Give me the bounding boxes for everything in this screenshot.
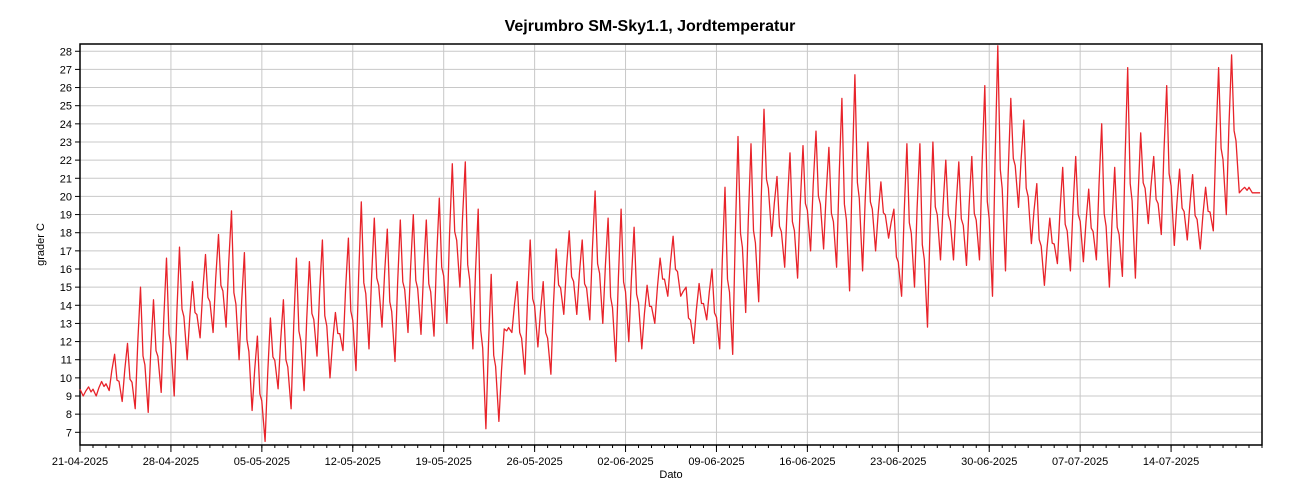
axis-ticks: 7 8 9 10 11 12 13 14 15 16 17 18 19 20 21 22 23 24 25 26 27 2… <box>52 46 1263 468</box>
y-tick-label: 11 <box>61 355 72 367</box>
x-tick-label: 28-04-2025 <box>143 456 199 468</box>
x-tick-label: 26-05-2025 <box>506 456 562 468</box>
x-tick-label: 05-05-2025 <box>234 456 290 468</box>
y-tick-label: 26 <box>60 83 72 95</box>
chart-title: Vejrumbro SM-Sky1.1, Jordtemperatur <box>504 18 796 35</box>
y-tick-label: 23 <box>60 137 72 149</box>
series-layer <box>79 45 1261 443</box>
x-tick-label: 30-06-2025 <box>961 456 1017 468</box>
x-tick-label: 09-06-2025 <box>688 456 744 468</box>
x-tick-label: 12-05-2025 <box>325 456 381 468</box>
y-axis-label: grader C <box>35 223 47 266</box>
x-tick-label: 23-06-2025 <box>870 456 926 468</box>
y-tick-label: 28 <box>60 46 72 58</box>
plot-frame <box>79 43 1263 446</box>
y-tick-label: 9 <box>66 391 72 403</box>
x-tick-label: 14-07-2025 <box>1143 456 1199 468</box>
y-tick-label: 8 <box>66 409 72 421</box>
y-tick-label: 24 <box>60 119 72 131</box>
x-tick-label: 16-06-2025 <box>779 456 835 468</box>
y-tick-label: 25 <box>60 101 72 113</box>
y-tick-label: 12 <box>60 337 72 349</box>
y-tick-label: 27 <box>60 64 72 76</box>
y-tick-label: 10 <box>60 373 72 385</box>
y-tick-label: 14 <box>60 300 72 312</box>
series-line-0 <box>79 45 1261 443</box>
y-tick-label: 7 <box>66 427 72 439</box>
y-tick-label: 18 <box>60 228 72 240</box>
y-tick-label: 16 <box>60 264 72 276</box>
x-tick-label: 21-04-2025 <box>52 456 108 468</box>
y-tick-label: 13 <box>60 318 72 330</box>
y-tick-label: 20 <box>60 191 72 203</box>
y-tick-label: 15 <box>60 282 72 294</box>
y-tick-label: 17 <box>60 246 72 258</box>
x-tick-label: 19-05-2025 <box>416 456 472 468</box>
y-tick-label: 21 <box>60 173 72 185</box>
x-tick-label: 07-07-2025 <box>1052 456 1108 468</box>
grid-lines <box>79 44 1262 445</box>
y-tick-label: 22 <box>60 155 72 167</box>
y-tick-label: 19 <box>60 210 72 222</box>
x-axis-label: Dato <box>659 469 682 481</box>
x-tick-label: 02-06-2025 <box>597 456 653 468</box>
